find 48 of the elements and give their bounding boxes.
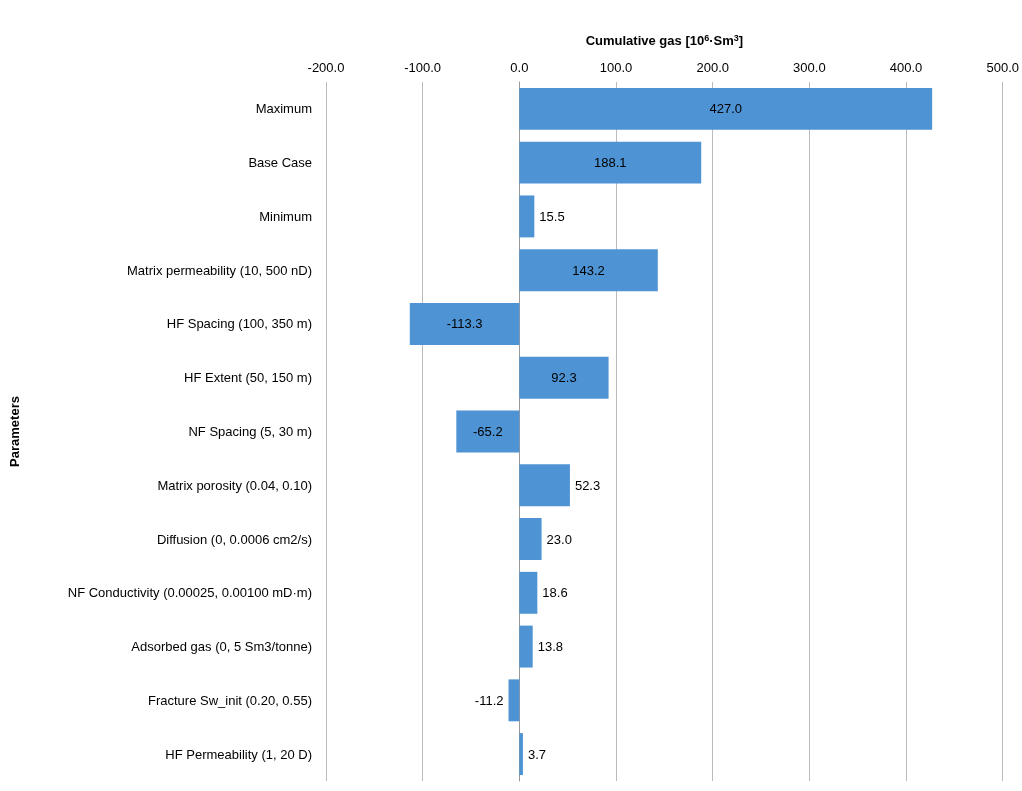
- y-tick-label: HF Extent (50, 150 m): [184, 370, 312, 386]
- y-tick-label: HF Permeability (1, 20 D): [165, 746, 312, 762]
- data-label: 13.8: [537, 639, 564, 655]
- bar: [519, 464, 570, 507]
- data-label: 427.0: [709, 101, 743, 117]
- x-tick-label: 200.0: [696, 60, 729, 75]
- bar: [519, 625, 533, 668]
- y-tick-label: Maximum: [255, 101, 312, 117]
- data-label: 23.0: [546, 531, 572, 547]
- data-label: 15.5: [539, 208, 565, 224]
- bar: [519, 141, 702, 184]
- y-tick-label: Fracture Sw_init (0.20, 0.55): [147, 692, 312, 708]
- y-tick-label: NF Spacing (5, 30 m): [188, 424, 312, 439]
- bar: [519, 356, 609, 399]
- data-label: 188.1: [594, 155, 627, 171]
- bar: [519, 195, 535, 238]
- x-tick-label: 400.0: [889, 60, 923, 75]
- data-label: -113.3: [446, 316, 483, 332]
- data-label: 52.3: [574, 477, 601, 493]
- y-tick-label: Matrix porosity (0.04, 0.10): [157, 477, 312, 493]
- bar: [409, 302, 520, 345]
- data-label: -11.2: [474, 692, 504, 708]
- y-tick-label: Matrix permeability (10, 500 nD): [127, 262, 312, 278]
- y-tick-label: HF Spacing (100, 350 m): [166, 316, 312, 332]
- data-label: 143.2: [572, 262, 605, 278]
- data-label: 3.7: [527, 746, 547, 762]
- x-tick-label: -100.0: [404, 60, 442, 75]
- bar: [519, 518, 542, 561]
- x-tick-label: 300.0: [793, 60, 826, 75]
- y-axis-title: Parameters: [7, 396, 22, 467]
- bar: [508, 679, 520, 722]
- x-tick-label: 500.0: [986, 60, 1020, 75]
- bar: [519, 249, 658, 292]
- x-tick-label: 100.0: [599, 60, 633, 75]
- y-tick-label: Diffusion (0, 0.0006 cm2/s): [156, 531, 312, 547]
- data-label: 92.3: [551, 370, 577, 386]
- data-label: -65.2: [473, 424, 503, 439]
- y-tick-label: Adsorbed gas (0, 5 Sm3/tonne): [131, 639, 312, 655]
- x-tick-label: -200.0: [307, 60, 345, 75]
- bar: [519, 571, 538, 614]
- y-tick-label: NF Conductivity (0.00025, 0.00100 mD·m): [67, 585, 312, 601]
- y-tick-label: Base Case: [248, 155, 312, 171]
- data-label: 18.6: [542, 585, 568, 601]
- y-tick-label: Minimum: [259, 208, 312, 224]
- bar: [519, 733, 523, 776]
- x-tick-label: 0.0: [510, 60, 529, 75]
- bar: [519, 87, 933, 130]
- bar: [456, 410, 520, 453]
